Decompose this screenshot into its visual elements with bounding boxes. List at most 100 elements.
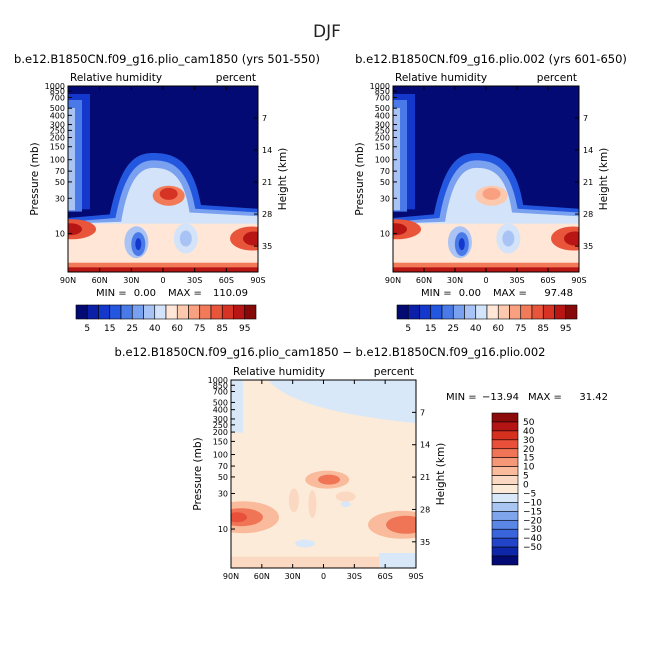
y2-tick-label: 21 bbox=[262, 178, 272, 187]
y-tick-label: 400 bbox=[213, 406, 228, 415]
x-tick-label: 90N bbox=[60, 276, 76, 285]
colorbar-label: 5 bbox=[523, 472, 529, 482]
colorbar-box bbox=[210, 304, 223, 320]
y2-tick-label: 7 bbox=[583, 114, 588, 123]
colorbar-box bbox=[491, 412, 519, 423]
colorbar-box bbox=[491, 421, 519, 432]
colorbar-label: 25 bbox=[127, 324, 138, 334]
field-nh-polar-3 bbox=[68, 108, 75, 211]
colorbar-box bbox=[475, 304, 488, 320]
field-sh-moist-2 bbox=[243, 231, 258, 246]
colorbar-label: 60 bbox=[172, 324, 184, 334]
colorbar-box bbox=[98, 304, 111, 320]
colorbar-box bbox=[86, 304, 99, 320]
y-tick-label: 700 bbox=[375, 93, 390, 102]
field-strat-negative bbox=[231, 380, 416, 424]
y2-tick-label: 35 bbox=[262, 242, 272, 251]
colorbar-label: −40 bbox=[523, 534, 542, 544]
y2-tick-label: 28 bbox=[583, 210, 593, 219]
colorbar-box bbox=[419, 304, 432, 320]
colorbar-label: 30 bbox=[523, 436, 535, 446]
colorbar-label: 75 bbox=[194, 324, 205, 334]
field-low-negative-1 bbox=[295, 539, 315, 548]
x-tick-label: 30S bbox=[509, 276, 524, 285]
colorbar-box bbox=[221, 304, 234, 320]
y-tick-label: 100 bbox=[50, 156, 65, 165]
colorbar-label: 95 bbox=[239, 324, 250, 334]
y2-tick-label: 35 bbox=[583, 242, 593, 251]
page-title: DJF bbox=[313, 22, 341, 42]
field-trop-column-1 bbox=[288, 488, 299, 513]
colorbar-label: 15 bbox=[104, 324, 115, 334]
max-value: 110.09 bbox=[213, 288, 248, 299]
x-tick-label: 90N bbox=[385, 276, 401, 285]
colorbar-label: 75 bbox=[515, 324, 526, 334]
max-label: MAX = bbox=[168, 288, 202, 299]
y-tick-label: 30 bbox=[380, 194, 390, 203]
plot-field-2 bbox=[393, 86, 579, 272]
units-label: percent bbox=[537, 72, 577, 84]
y-tick-label: 200 bbox=[375, 134, 390, 143]
colorbar-box bbox=[491, 511, 519, 521]
colorbar-box bbox=[491, 457, 519, 467]
y-tick-label: 150 bbox=[50, 143, 65, 152]
colorbar-box bbox=[565, 304, 578, 320]
plot-field-1 bbox=[68, 86, 258, 272]
y-tick-label: 400 bbox=[50, 111, 65, 120]
colorbar-box bbox=[176, 304, 189, 320]
colorbar-label: 85 bbox=[538, 324, 549, 334]
colorbar-box bbox=[131, 304, 144, 320]
x-tick-label: 30S bbox=[187, 276, 202, 285]
colorbar-label: 0 bbox=[523, 481, 529, 491]
min-label: MIN = bbox=[96, 288, 127, 299]
y-tick-label: 200 bbox=[50, 134, 65, 143]
colorbar-box bbox=[491, 546, 519, 557]
field-dry-sh-2 bbox=[502, 230, 515, 247]
y2-axis-label: Height (km) bbox=[598, 148, 610, 211]
panel-title-3: b.e12.B1850CN.f09_g16.plio_cam1850 − b.e… bbox=[114, 345, 546, 359]
max-label: MAX = bbox=[528, 392, 562, 403]
y-tick-label: 10 bbox=[218, 525, 228, 534]
colorbar-label: 20 bbox=[523, 445, 535, 455]
colorbar-label: 50 bbox=[523, 418, 535, 428]
field-trop-positive-2 bbox=[318, 474, 341, 485]
colorbar-label: −50 bbox=[523, 543, 542, 553]
colorbar-label: 40 bbox=[470, 324, 482, 334]
units-label: percent bbox=[374, 366, 414, 378]
colorbar-box bbox=[486, 304, 499, 320]
colorbar-label: 40 bbox=[523, 427, 535, 437]
y-tick-label: 850 bbox=[50, 87, 65, 96]
colorbar-label: 15 bbox=[425, 324, 436, 334]
y2-axis-label: Height (km) bbox=[435, 443, 447, 506]
x-tick-label: 60S bbox=[219, 276, 234, 285]
y-tick-label: 700 bbox=[213, 388, 228, 397]
colorbar-box bbox=[199, 304, 212, 320]
field-nh-strat-negative bbox=[231, 380, 243, 433]
y-tick-label: 150 bbox=[375, 143, 390, 152]
y-tick-label: 300 bbox=[213, 415, 228, 424]
x-tick-label: 60N bbox=[254, 572, 270, 581]
y-tick-label: 50 bbox=[55, 178, 65, 187]
colorbar-box bbox=[491, 448, 519, 459]
x-tick-label: 30N bbox=[285, 572, 301, 581]
units-label: percent bbox=[216, 72, 256, 84]
colorbar-box bbox=[554, 304, 567, 320]
colorbar-box bbox=[441, 304, 454, 320]
y-tick-label: 10 bbox=[55, 229, 65, 238]
colorbar-box bbox=[491, 430, 519, 441]
colorbar-box bbox=[143, 304, 156, 320]
field-sh-moist-2 bbox=[564, 231, 579, 246]
x-tick-label: 0 bbox=[483, 276, 488, 285]
colorbar-box bbox=[491, 484, 519, 494]
y-tick-label: 50 bbox=[218, 473, 228, 482]
variable-label: Relative humidity bbox=[395, 72, 487, 84]
colorbar-box bbox=[491, 537, 519, 548]
colorbar-box bbox=[430, 304, 443, 320]
field-sh-positive-2 bbox=[386, 515, 416, 534]
colorbar-box bbox=[497, 304, 510, 320]
colorbar-box bbox=[491, 528, 519, 539]
field-sh-boundary-negative bbox=[379, 552, 416, 568]
colorbar-box bbox=[407, 304, 420, 320]
